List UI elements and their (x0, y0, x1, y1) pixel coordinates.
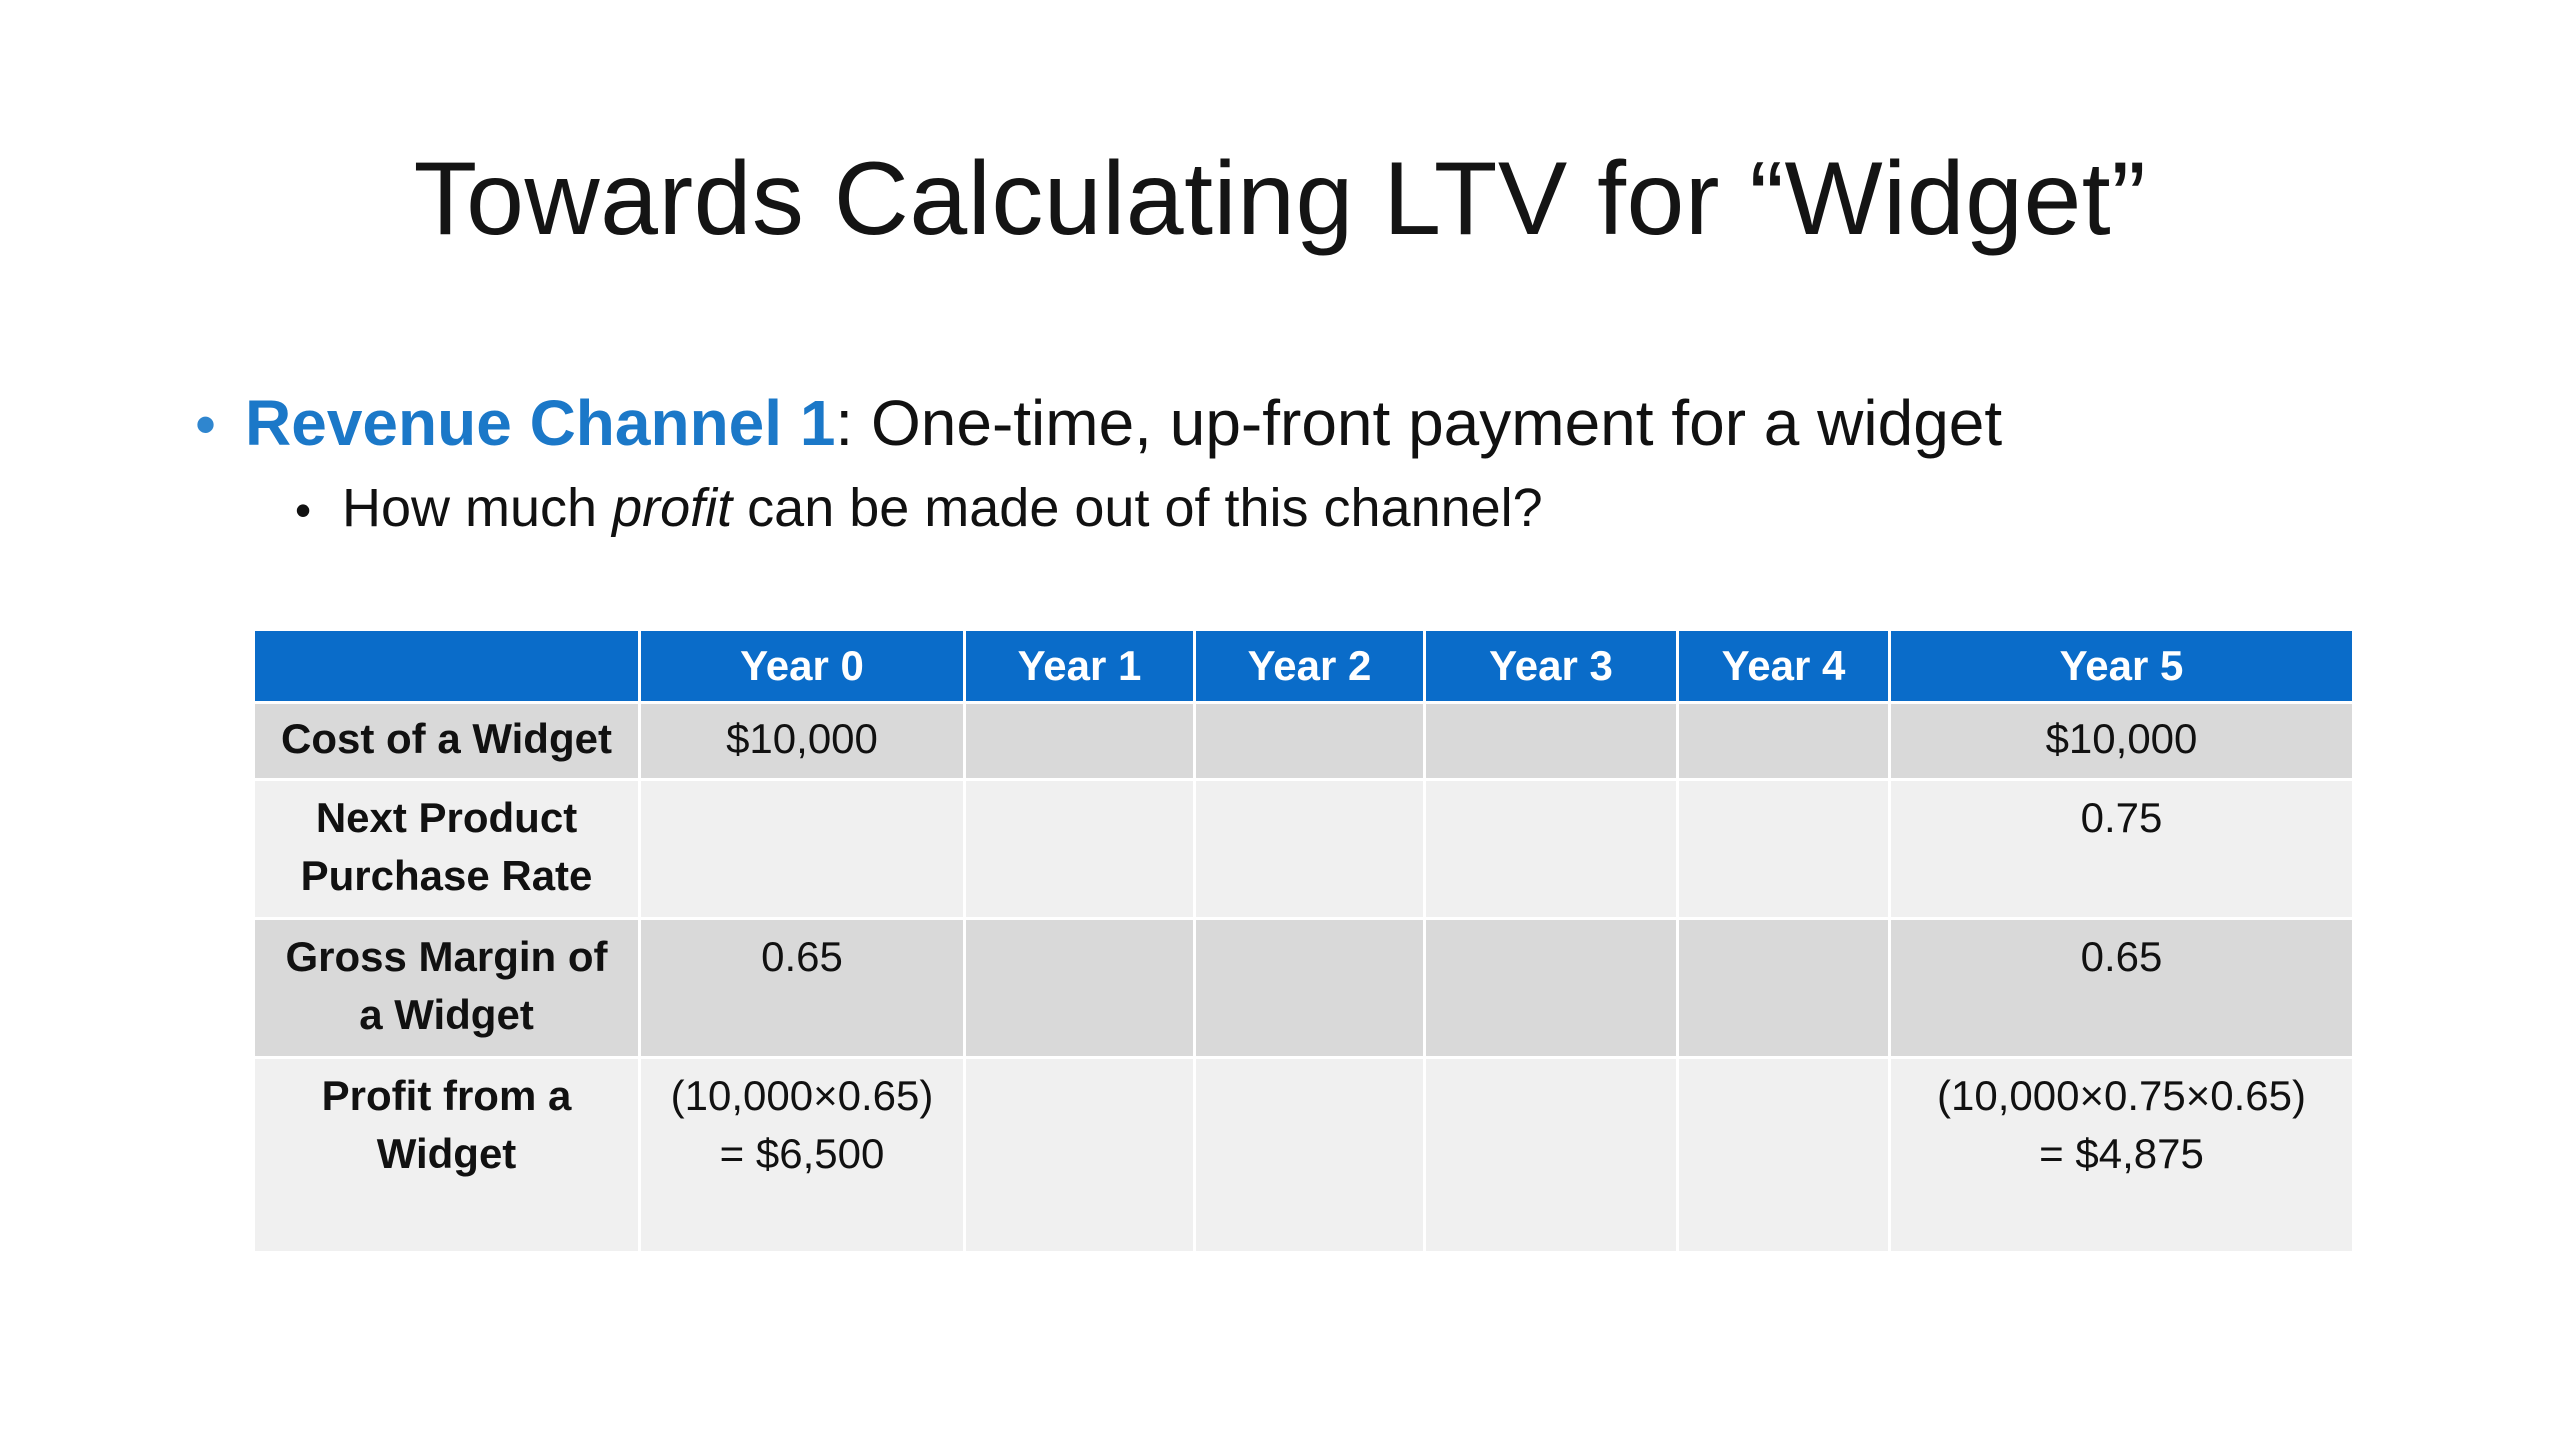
table-row-profit: Profit from a Widget (10,000×0.65) = $6,… (252, 1056, 2355, 1254)
row-label: Gross Margin of a Widget (252, 917, 641, 1059)
table-cell: 0.65 (638, 917, 966, 1059)
sub-bullet-before: How much (342, 477, 613, 538)
table-row-cost: Cost of a Widget $10,000 $10,000 (252, 701, 2355, 781)
row-label-line: Next Product (315, 794, 578, 841)
table-cell: 0.75 (1888, 778, 2355, 920)
table-cell (1193, 1056, 1426, 1254)
table-cell: 0.65 (1888, 917, 2355, 1059)
header-cell-year-2: Year 2 (1193, 628, 1426, 704)
cell-line: = $4,875 (2039, 1130, 2204, 1177)
table-cell (638, 778, 966, 920)
bullet-dot-icon: • (195, 391, 217, 458)
row-label-line: Widget (376, 1130, 517, 1177)
table-cell: $10,000 (638, 701, 966, 781)
table-cell (1423, 778, 1679, 920)
table-cell (1193, 917, 1426, 1059)
sub-bullet-emphasis: profit (612, 477, 733, 538)
table-cell (1423, 1056, 1679, 1254)
table-cell: (10,000×0.75×0.65) = $4,875 (1888, 1056, 2355, 1254)
cell-line: = $6,500 (719, 1130, 885, 1177)
table-cell (1676, 778, 1891, 920)
cell-line: (10,000×0.75×0.65) (1937, 1072, 2306, 1119)
header-cell-year-3: Year 3 (1423, 628, 1679, 704)
sub-bullet-dot-icon: • (295, 483, 312, 536)
bullet-highlight: Revenue Channel 1 (245, 387, 836, 459)
table-cell (1193, 701, 1426, 781)
header-cell-empty (252, 628, 641, 704)
sub-bullet-profit-question: • How much profit can be made out of thi… (295, 476, 2395, 541)
table-cell (963, 701, 1196, 781)
header-cell-year-1: Year 1 (963, 628, 1196, 704)
table-row-purchase-rate: Next Product Purchase Rate 0.75 (252, 778, 2355, 920)
row-label-line: Profit from a (321, 1072, 572, 1119)
table-cell (1193, 778, 1426, 920)
table-cell: $10,000 (1888, 701, 2355, 781)
table-header-row: Year 0 Year 1 Year 2 Year 3 Year 4 Year … (252, 628, 2355, 704)
table-cell (963, 917, 1196, 1059)
table-cell (1676, 1056, 1891, 1254)
header-cell-year-4: Year 4 (1676, 628, 1891, 704)
table-cell (963, 1056, 1196, 1254)
cell-line: (10,000×0.65) (670, 1072, 934, 1119)
row-label: Cost of a Widget (252, 701, 641, 781)
ltv-table: Year 0 Year 1 Year 2 Year 3 Year 4 Year … (252, 628, 2355, 1254)
bullet-revenue-channel: • Revenue Channel 1: One-time, up-front … (195, 385, 2395, 462)
header-cell-year-5: Year 5 (1888, 628, 2355, 704)
table-cell (1423, 917, 1679, 1059)
bullet-text: : One-time, up-front payment for a widge… (835, 387, 2003, 459)
table-row-gross-margin: Gross Margin of a Widget 0.65 0.65 (252, 917, 2355, 1059)
table-cell (1423, 701, 1679, 781)
row-label-line: Purchase Rate (300, 852, 593, 899)
row-label-line: Gross Margin of (285, 933, 608, 980)
sub-bullet-after: can be made out of this channel? (732, 477, 1543, 538)
row-label-line: a Widget (359, 991, 534, 1038)
table-cell (963, 778, 1196, 920)
row-label: Next Product Purchase Rate (252, 778, 641, 920)
table-cell (1676, 701, 1891, 781)
table-cell (1676, 917, 1891, 1059)
header-cell-year-0: Year 0 (638, 628, 966, 704)
bullet-list: • Revenue Channel 1: One-time, up-front … (195, 385, 2395, 541)
row-label: Profit from a Widget (252, 1056, 641, 1254)
slide-title: Towards Calculating LTV for “Widget” (413, 141, 2147, 257)
table-cell: (10,000×0.65) = $6,500 (638, 1056, 966, 1254)
